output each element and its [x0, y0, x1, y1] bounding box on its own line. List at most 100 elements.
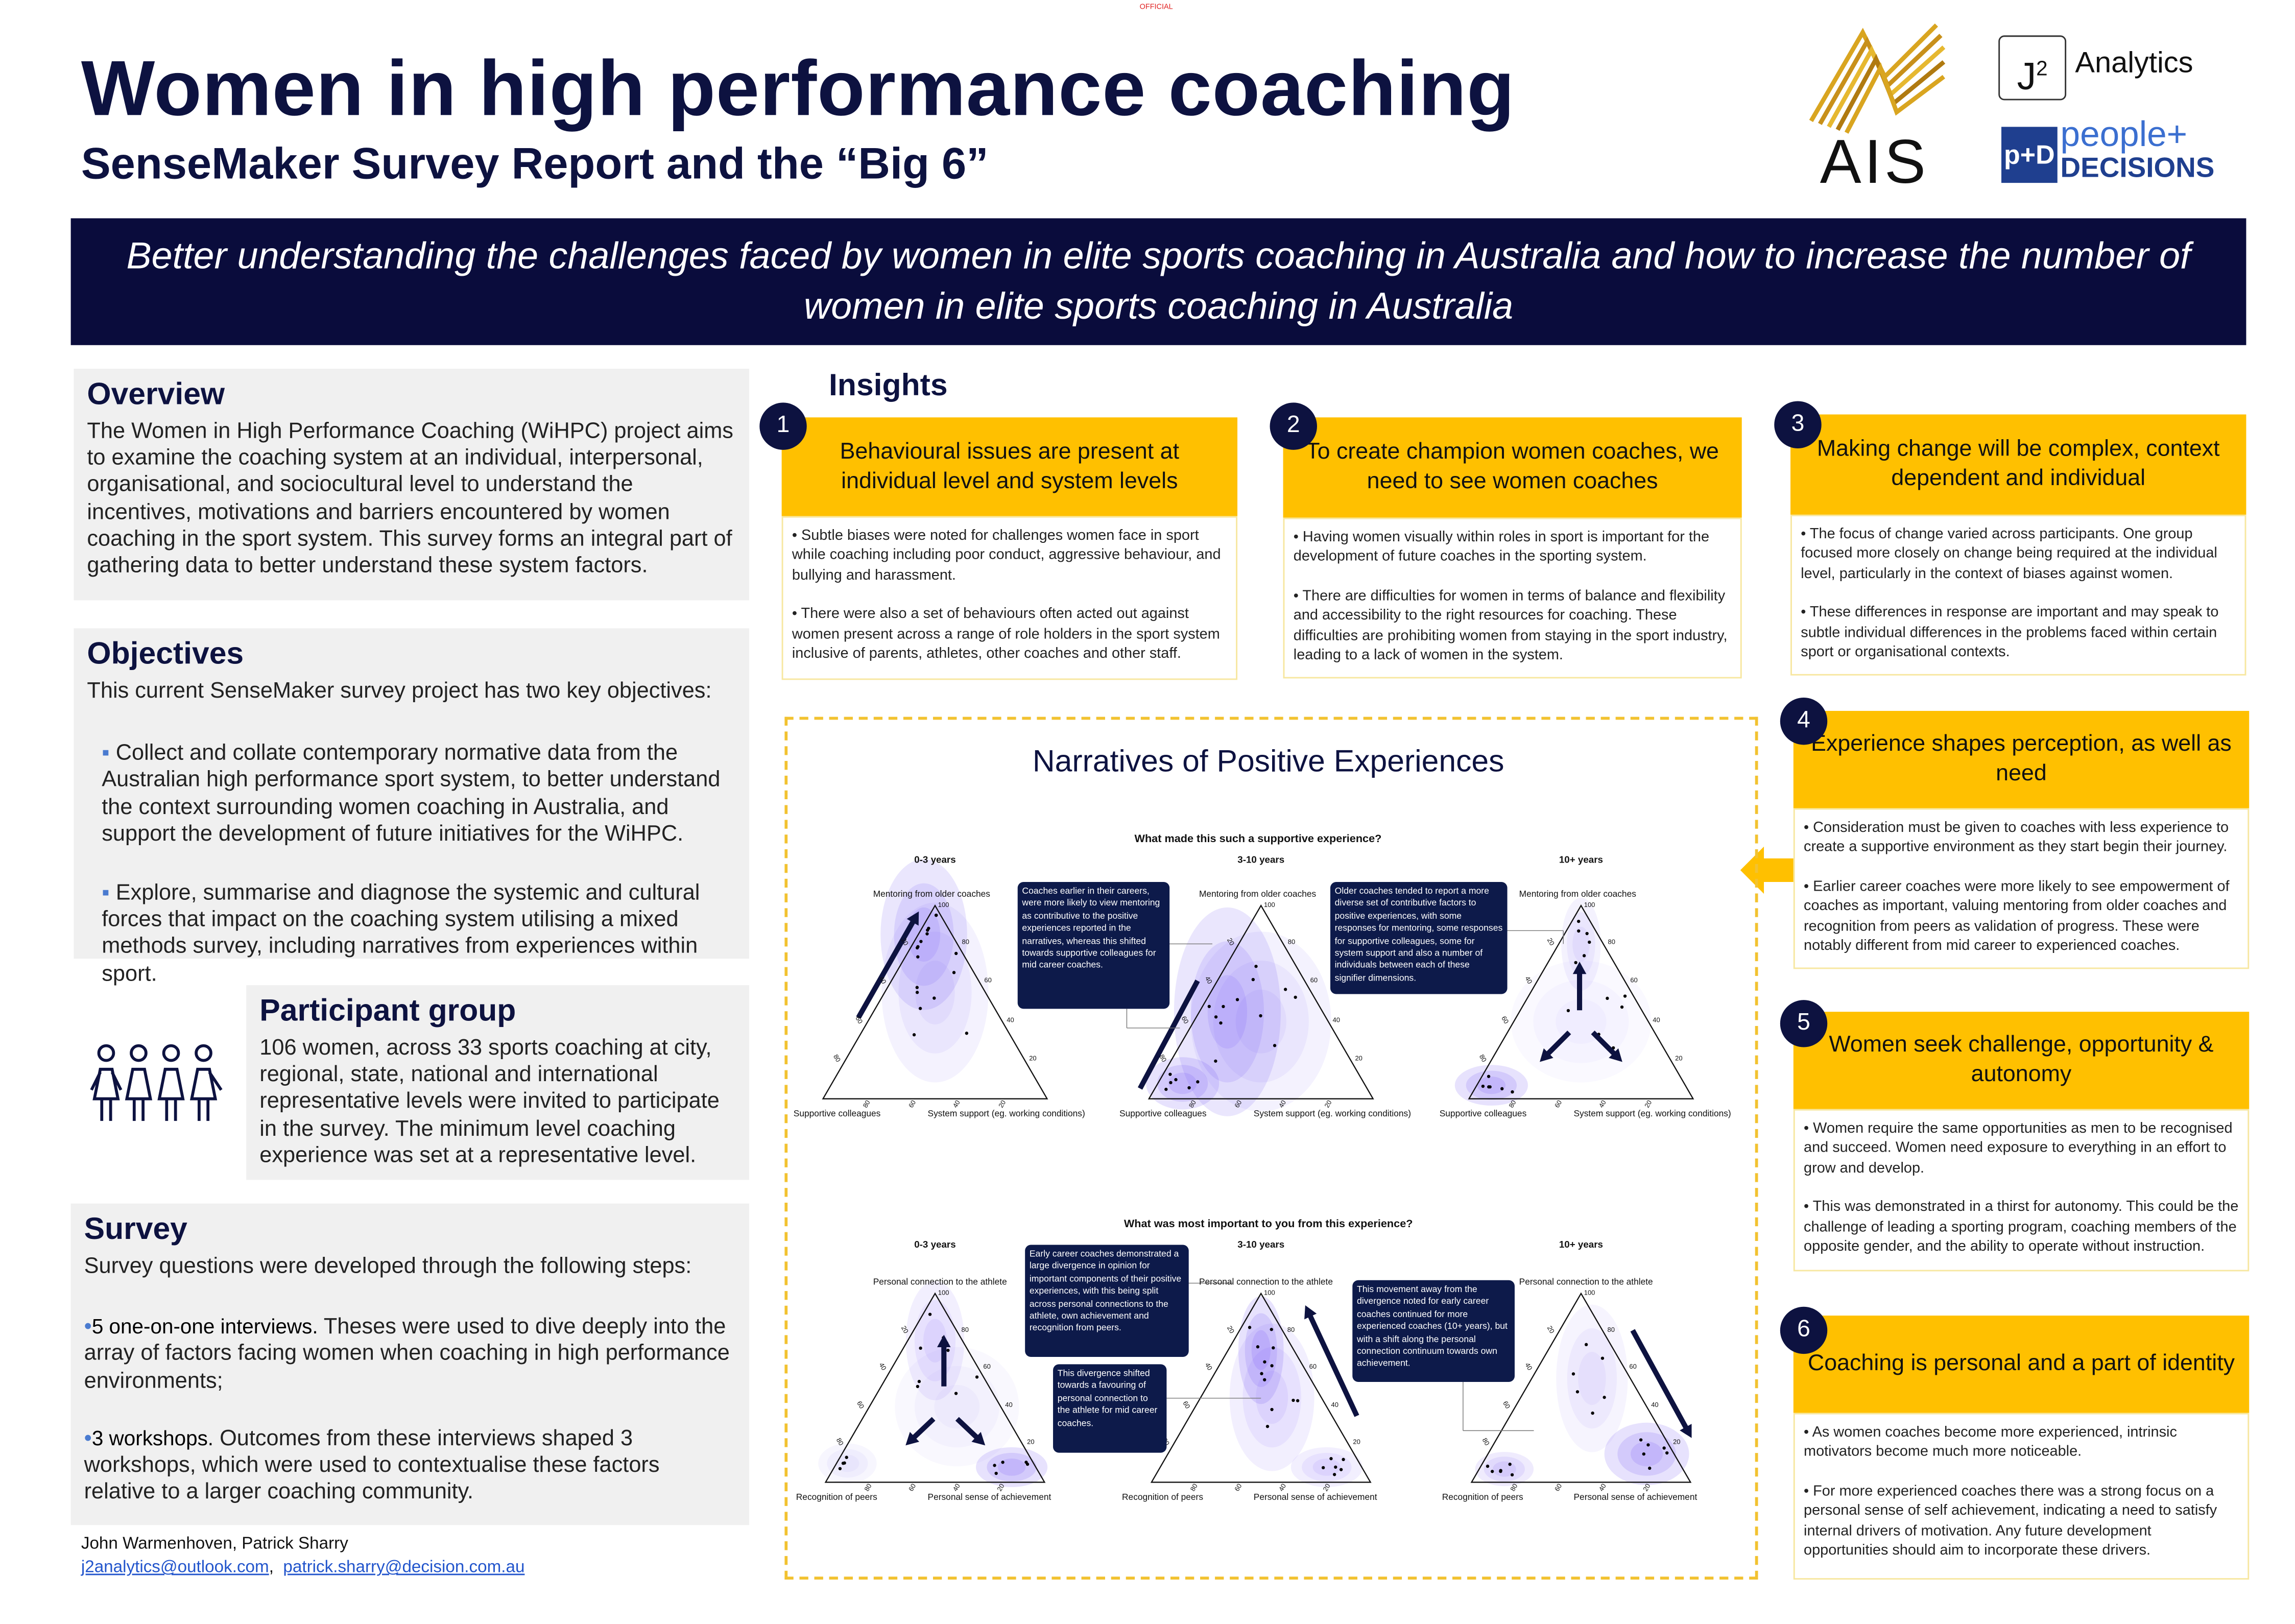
data-point [925, 932, 929, 936]
data-point [1577, 919, 1581, 923]
data-point [954, 1392, 958, 1395]
tick-label: 80 [961, 1325, 969, 1333]
trend-line [1137, 980, 1200, 1090]
data-point [1214, 1015, 1218, 1019]
density-contour [1302, 1452, 1352, 1482]
data-point [1486, 1464, 1490, 1468]
data-point [912, 1033, 916, 1037]
insight-title: Experience shapes perception, as well as… [1793, 711, 2250, 808]
classification-label: OFFICIAL [1139, 3, 1173, 12]
density-contour [1229, 1323, 1314, 1471]
data-point [1603, 1396, 1606, 1399]
data-point [1207, 1005, 1211, 1008]
data-point [915, 946, 919, 950]
data-point [1499, 1469, 1502, 1472]
arrow-left-icon [1740, 846, 1794, 901]
email-link-sharry[interactable]: patrick.sharry@decision.com.au [283, 1559, 525, 1577]
women-group-icon [88, 1040, 224, 1136]
data-point [1588, 940, 1591, 944]
insight-title: Making change will be complex, context d… [1790, 414, 2246, 515]
density-contour [1174, 907, 1281, 1116]
survey-step-bold: 3 workshops. [91, 1426, 214, 1450]
data-point [1566, 1009, 1570, 1013]
data-point [1582, 954, 1586, 958]
tick-label: 60 [983, 1363, 991, 1371]
data-point [1270, 1407, 1274, 1412]
data-point [1620, 1005, 1624, 1009]
data-point [1342, 1458, 1345, 1462]
ais-ribbon-icon [1809, 23, 1946, 134]
tick-label: 100 [938, 901, 949, 909]
data-point [919, 1346, 922, 1350]
data-point [1263, 1378, 1266, 1381]
data-point [946, 1348, 950, 1352]
data-point [1508, 1463, 1512, 1466]
data-point [1219, 1021, 1223, 1025]
survey-heading: Survey [84, 1212, 187, 1247]
density-contour [1168, 1072, 1197, 1094]
callout-mid-shift: This divergence shifted towards a favour… [1053, 1364, 1167, 1453]
insight-title: Coaching is personal and a part of ident… [1793, 1316, 2250, 1413]
objective-text: Explore, summarise and diagnose the syst… [102, 880, 700, 986]
data-point [1169, 1081, 1173, 1085]
data-point [1575, 1390, 1580, 1394]
ternary-triangle [1150, 1292, 1372, 1483]
data-point [1662, 1446, 1666, 1450]
density-contour [987, 1452, 1037, 1482]
data-point [952, 971, 956, 974]
callout-older-diverse: Older coaches tended to report a more di… [1330, 882, 1508, 994]
group-label: 0-3 years [914, 855, 956, 866]
arrow-head [1680, 1424, 1692, 1438]
arrow-head [1540, 1048, 1553, 1062]
density-contour [1251, 1330, 1271, 1370]
right-axis-label: System support (eg. working conditions) [1573, 1110, 1731, 1119]
data-point [1339, 1468, 1343, 1471]
participant-text: 106 women, across 33 sports coaching at … [259, 1035, 720, 1168]
data-point [1584, 1343, 1588, 1347]
density-contour [1561, 897, 1601, 991]
authors: John Warmenhoven, Patrick Sharry [81, 1535, 348, 1554]
density-contour [1213, 960, 1309, 1083]
data-point [916, 955, 920, 959]
density-contour [1617, 1432, 1676, 1476]
data-point [1574, 961, 1577, 965]
tick-label: 40 [1332, 1015, 1341, 1023]
insight-number-badge: 5 [1780, 1000, 1828, 1047]
data-point [1222, 1005, 1225, 1009]
data-point [1265, 1424, 1270, 1428]
data-point [1168, 1072, 1172, 1076]
insights-heading: Insights [829, 369, 948, 403]
density-contour [818, 1443, 877, 1484]
data-point [954, 951, 958, 956]
data-point [1500, 1087, 1504, 1091]
data-point [1273, 1044, 1277, 1047]
insight-bullet: • For more experienced coaches there was… [1804, 1483, 2217, 1559]
data-point [1256, 1345, 1260, 1349]
data-point [1600, 1356, 1605, 1360]
data-point [1187, 1086, 1191, 1090]
density-contour [915, 960, 955, 1025]
data-point [1001, 1461, 1005, 1464]
left-axis-label: Recognition of peers [1442, 1494, 1523, 1503]
density-contour [905, 1281, 965, 1400]
right-axis-label: System support (eg. working conditions) [1253, 1110, 1412, 1119]
tagline-banner: Better understanding the challenges face… [70, 218, 2246, 345]
density-contour [1572, 926, 1590, 962]
insight-card-4: Experience shapes perception, as well as… [1793, 711, 2250, 969]
tick-label: 20 [1355, 1054, 1362, 1062]
insight-number-badge: 2 [1270, 402, 1317, 450]
narratives-title: Narratives of Positive Experiences [1032, 745, 1504, 779]
density-contour [894, 883, 954, 986]
density-contour [1245, 1313, 1277, 1387]
data-point [1196, 1080, 1200, 1084]
density-contour [898, 932, 972, 1054]
data-point [838, 1467, 842, 1470]
callout-early-mentoring: Coaches earlier in their careers, were m… [1017, 882, 1170, 1009]
insight-card-3: Making change will be complex, context d… [1790, 414, 2246, 676]
data-point [845, 1455, 848, 1459]
email-link-j2[interactable]: j2analytics@outlook.com [81, 1559, 269, 1577]
data-point [1329, 1456, 1333, 1461]
ternary-triangle [824, 1292, 1046, 1483]
data-point [993, 1464, 996, 1467]
